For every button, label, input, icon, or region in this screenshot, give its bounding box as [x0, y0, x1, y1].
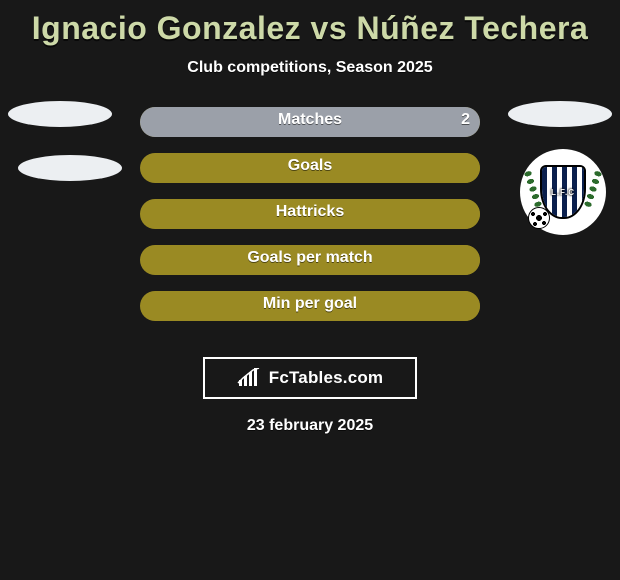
- brand-box: FcTables.com: [203, 357, 417, 399]
- metric-row: Goals per match: [140, 245, 480, 275]
- metric-label: Hattricks: [140, 203, 480, 221]
- metric-row: Goals: [140, 153, 480, 183]
- metric-row: Matches 2: [140, 107, 480, 137]
- right-club-badge: L.F.C: [520, 149, 606, 235]
- metric-row: Min per goal: [140, 291, 480, 321]
- football-icon: [528, 207, 550, 229]
- comparison-chart: L.F.C Matches 2 Goals Hattricks Goals pe…: [0, 107, 620, 347]
- metric-label: Matches: [140, 111, 480, 129]
- metric-label: Goals per match: [140, 249, 480, 267]
- left-player-slot-2: [18, 155, 122, 181]
- bars-icon: [237, 368, 263, 388]
- page-title: Ignacio Gonzalez vs Núñez Techera: [0, 0, 620, 47]
- metric-value-right: 2: [461, 111, 470, 129]
- metric-label: Min per goal: [140, 295, 480, 313]
- page-subtitle: Club competitions, Season 2025: [0, 59, 620, 77]
- metric-label: Goals: [140, 157, 480, 175]
- left-player-slot-1: [8, 101, 112, 127]
- brand-text: FcTables.com: [269, 368, 384, 388]
- metric-rows: Matches 2 Goals Hattricks Goals per matc…: [140, 107, 480, 321]
- date-text: 23 february 2025: [0, 417, 620, 435]
- right-player-slot-1: [508, 101, 612, 127]
- metric-row: Hattricks: [140, 199, 480, 229]
